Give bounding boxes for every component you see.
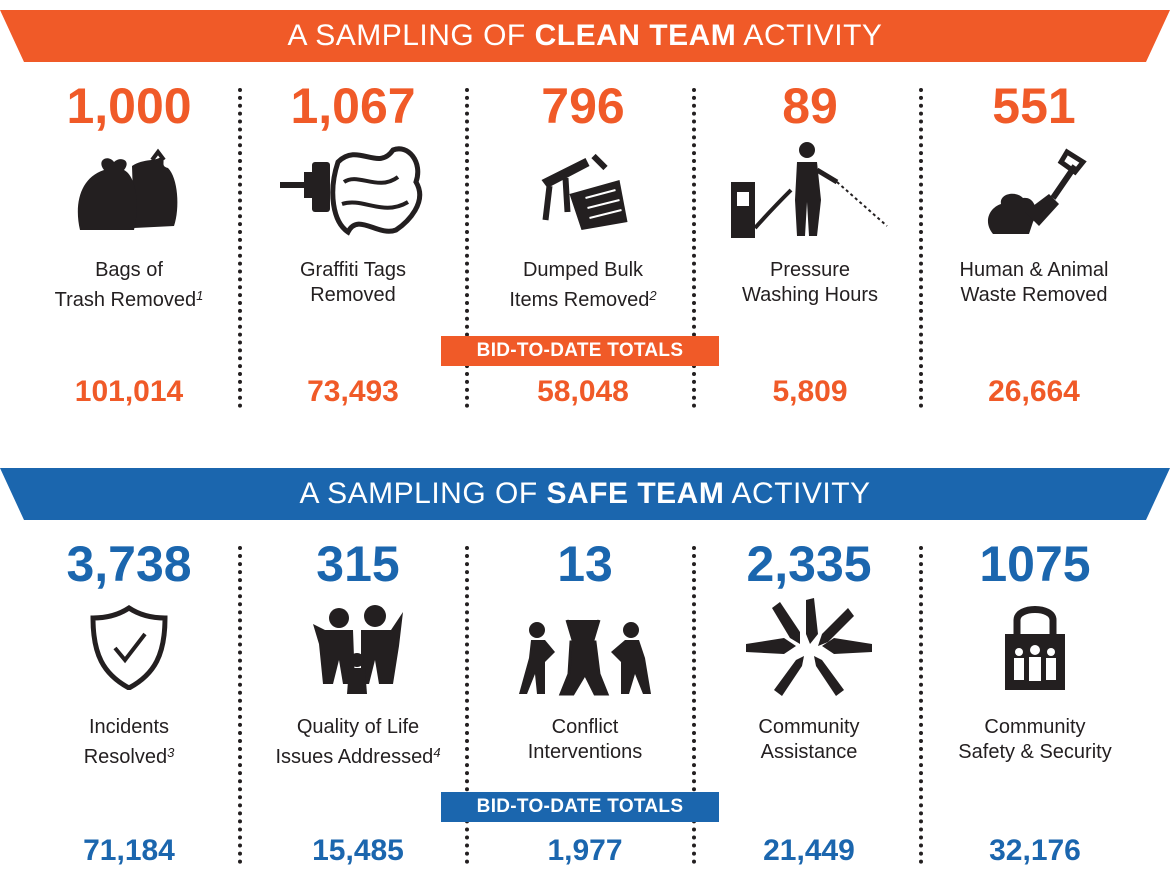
shield-check-icon xyxy=(89,604,169,695)
broken-chair-icon xyxy=(536,150,631,240)
divider xyxy=(238,546,242,864)
safe-team-banner: A SAMPLING OF SAFE TEAM ACTIVITY xyxy=(0,468,1170,520)
clean-bid-to-date-label: BID-TO-DATE TOTALS xyxy=(441,336,719,366)
stat-label: Quality of Life Issues Addressed4 xyxy=(245,715,471,770)
shovel-waste-icon xyxy=(979,142,1089,242)
stat-value: 2,335 xyxy=(746,536,872,592)
stat-total: 21,449 xyxy=(763,834,855,867)
safe-stat-quality-of-life: 315 Quality of Life Issues Addressed4 15… xyxy=(245,0,471,883)
label-line-1: Pressure xyxy=(769,259,851,281)
label-line-1: Community xyxy=(758,716,860,738)
label-line-1: Graffiti Tags xyxy=(300,259,406,281)
safe-bid-to-date-label: BID-TO-DATE TOTALS xyxy=(441,792,719,822)
label-line-2: Safety & Security xyxy=(958,741,1112,763)
safe-banner-title: A SAMPLING OF SAFE TEAM ACTIVITY xyxy=(299,477,871,510)
divider xyxy=(465,88,469,408)
label-line-1: Quality of Life xyxy=(296,716,420,738)
stat-value: 1,000 xyxy=(66,78,192,134)
footnote-marker: 2 xyxy=(649,288,657,303)
safe-stat-conflict: 13 Conflict Interventions 1,977 xyxy=(472,0,698,883)
divider xyxy=(238,88,242,408)
divider xyxy=(919,546,923,864)
stat-value: 315 xyxy=(316,536,400,592)
stat-total: 101,014 xyxy=(74,375,184,408)
label-line-1: Conflict xyxy=(551,716,619,738)
trash-bags-icon xyxy=(74,148,184,238)
label-line-1: Community xyxy=(984,716,1086,738)
label-line-2: Waste Removed xyxy=(960,284,1108,306)
clean-banner-title: A SAMPLING OF CLEAN TEAM ACTIVITY xyxy=(287,19,883,52)
label-line-2: Items Removed2 xyxy=(509,288,657,311)
stat-value: 3,738 xyxy=(66,536,192,592)
pressure-washer-icon xyxy=(725,140,895,245)
stat-value: 1075 xyxy=(979,536,1091,592)
padlock-people-icon xyxy=(1003,600,1067,697)
clean-banner-shape xyxy=(0,10,1170,62)
label-line-2: Washing Hours xyxy=(742,284,878,306)
stat-label: Graffiti Tags Removed xyxy=(240,258,466,308)
conflict-people-icon xyxy=(515,618,655,703)
clean-stat-graffiti: 1,067 Graffiti Tags Removed 73,493 xyxy=(240,0,466,440)
stat-label: Bags of Trash Removed1 xyxy=(16,258,242,313)
safe-banner-shape xyxy=(0,468,1170,520)
label-line-2: Trash Removed1 xyxy=(54,288,204,311)
label-line-1: Incidents xyxy=(88,716,170,738)
footnote-marker: 1 xyxy=(196,288,204,303)
divider xyxy=(919,88,923,408)
stat-label: Human & Animal Waste Removed xyxy=(921,258,1147,308)
clean-stat-waste: 551 Human & Animal Waste Removed 26,664 xyxy=(921,0,1147,440)
label-line-1: Human & Animal xyxy=(959,259,1109,281)
stat-label: Community Assistance xyxy=(696,715,922,765)
hands-circle-icon xyxy=(744,598,874,703)
divider xyxy=(692,88,696,408)
paint-roller-graffiti-icon xyxy=(278,142,428,242)
footnote-marker: 4 xyxy=(433,745,441,760)
clean-team-banner: A SAMPLING OF CLEAN TEAM ACTIVITY xyxy=(0,10,1170,62)
stat-value: 89 xyxy=(782,78,838,134)
stat-value: 796 xyxy=(541,78,625,134)
family-hug-icon xyxy=(313,604,403,699)
clean-team-section: BID-TO-DATE TOTALS 1,000 Bags of Trash R… xyxy=(0,0,1170,440)
label-line-2: Issues Addressed4 xyxy=(275,745,441,768)
stat-value: 1,067 xyxy=(290,78,416,134)
stat-total: 32,176 xyxy=(989,834,1081,867)
stat-total: 1,977 xyxy=(547,834,623,867)
safe-stat-community-assistance: 2,335 Community Assistance 21,449 xyxy=(696,0,922,883)
clean-stat-trash-bags: 1,000 Bags of Trash Removed1 101,014 xyxy=(16,0,242,440)
stat-total: 73,493 xyxy=(307,375,399,408)
label-line-1: Dumped Bulk xyxy=(522,259,644,281)
stat-label: Community Safety & Security xyxy=(922,715,1148,765)
stat-value: 13 xyxy=(557,536,613,592)
label-line-2: Assistance xyxy=(760,741,858,763)
stat-total: 58,048 xyxy=(537,375,629,408)
stat-label: Dumped Bulk Items Removed2 xyxy=(470,258,696,313)
stat-label: Pressure Washing Hours xyxy=(697,258,923,308)
safe-stat-incidents: 3,738 Incidents Resolved3 71,184 xyxy=(16,0,242,883)
stat-total: 71,184 xyxy=(83,834,175,867)
stat-total: 5,809 xyxy=(772,375,848,408)
footnote-marker: 3 xyxy=(167,745,175,760)
label-line-2: Removed xyxy=(310,284,396,306)
clean-stat-pressure-washing: 89 Pressure Washing Hours 5,809 xyxy=(697,0,923,440)
stat-total: 26,664 xyxy=(988,375,1080,408)
stat-total: 15,485 xyxy=(312,834,404,867)
stat-value: 551 xyxy=(992,78,1076,134)
safe-stat-safety-security: 1075 Community Safety & Security 32,176 xyxy=(922,0,1148,883)
divider xyxy=(692,546,696,864)
divider xyxy=(465,546,469,864)
stat-label: Incidents Resolved3 xyxy=(16,715,242,770)
stat-label: Conflict Interventions xyxy=(472,715,698,765)
label-line-1: Bags of xyxy=(95,259,163,281)
clean-stat-bulk-items: 796 Dumped Bulk Items Removed2 58,048 xyxy=(470,0,696,440)
label-line-2: Resolved3 xyxy=(83,745,175,768)
label-line-2: Interventions xyxy=(527,741,643,763)
